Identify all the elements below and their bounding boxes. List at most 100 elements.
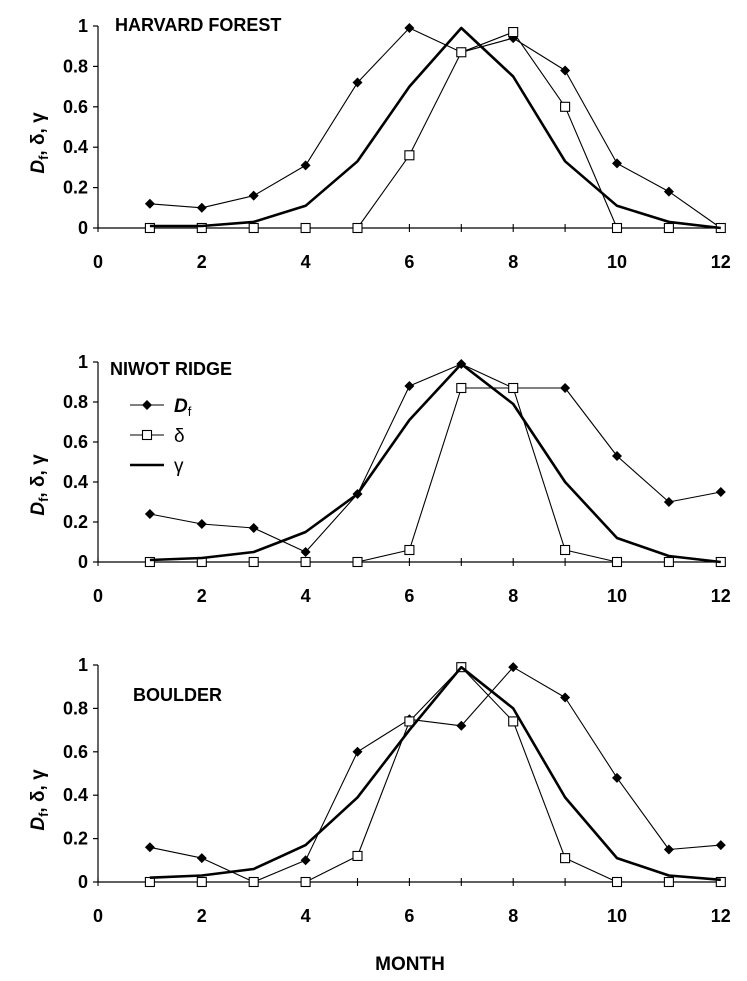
legend-marker-diamond (142, 400, 152, 410)
data-point-diamond (715, 840, 726, 851)
series-line (149, 665, 721, 882)
data-point-square (352, 222, 363, 234)
data-point-diamond (248, 190, 259, 201)
y-tick-label: 0 (78, 872, 88, 892)
data-point-square (352, 850, 363, 862)
x-tick-label: 6 (404, 586, 414, 606)
data-point-square (300, 876, 311, 888)
data-point-square (611, 556, 623, 568)
data-point-diamond (144, 842, 155, 853)
data-point-diamond (612, 158, 622, 169)
data-point-square (248, 222, 259, 234)
data-point-diamond (300, 160, 311, 171)
y-tick-label: 0.4 (63, 137, 88, 157)
data-point-square (300, 222, 311, 234)
y-tick-label: 0.6 (63, 742, 88, 762)
legend-item: δ (130, 426, 185, 447)
series-line (149, 31, 721, 229)
y-tick-label: 0.4 (63, 472, 88, 492)
y-tick-label: 0 (78, 552, 88, 572)
x-tick-label: 12 (711, 906, 731, 926)
x-tick-label: 0 (93, 586, 103, 606)
data-point-square (352, 556, 363, 568)
x-tick-label: 6 (404, 906, 414, 926)
y-tick-label: 1 (78, 16, 88, 36)
x-tick-label: 8 (508, 586, 518, 606)
series-line (149, 666, 721, 883)
legend-item: γ (130, 456, 184, 477)
x-tick-label: 8 (508, 252, 518, 272)
y-tick-label: 0.6 (63, 97, 88, 117)
data-point-square (404, 544, 415, 556)
series-line (149, 363, 721, 553)
y-tick-label: 1 (78, 352, 88, 372)
data-point-diamond (144, 509, 155, 519)
data-point-diamond (404, 23, 415, 34)
legend-label-text: D (174, 396, 188, 417)
data-point-square (560, 101, 571, 112)
data-point-square (560, 544, 571, 556)
legend-label: γ (174, 456, 184, 477)
y-tick-label: 0.6 (63, 432, 88, 452)
y-tick-label: 0.2 (63, 178, 88, 198)
data-point-diamond (560, 65, 571, 76)
data-point-diamond (508, 662, 519, 673)
data-point-square (663, 222, 674, 234)
data-point-square (456, 47, 467, 58)
y-tick-label: 0.2 (63, 829, 88, 849)
x-axis-title: MONTH (375, 954, 445, 975)
data-point-diamond (456, 720, 467, 731)
data-point-diamond (663, 844, 674, 855)
panel-title: NIWOT RIDGE (110, 359, 232, 379)
legend-label-text: γ (174, 456, 184, 477)
y-axis-title: Df, δ, γ (28, 769, 51, 831)
x-tick-label: 12 (711, 252, 731, 272)
x-tick-label: 6 (404, 252, 414, 272)
data-point-square (248, 556, 259, 568)
data-point-diamond (715, 487, 726, 497)
data-point-square (456, 382, 467, 394)
y-axis-title: Df, δ, γ (28, 112, 51, 174)
x-tick-label: 0 (93, 906, 103, 926)
y-tick-label: 0.8 (63, 56, 88, 76)
data-point-diamond (612, 772, 622, 783)
legend-marker-square (141, 429, 153, 441)
panel-title: HARVARD FOREST (115, 15, 281, 35)
data-point-diamond (196, 853, 207, 864)
data-point-diamond (560, 692, 571, 703)
data-point-diamond (144, 198, 155, 209)
x-tick-label: 4 (301, 586, 311, 606)
data-point-square (715, 876, 726, 888)
data-point-square (404, 716, 415, 727)
data-point-diamond (248, 523, 259, 533)
y-tick-label: 0.8 (63, 698, 88, 718)
x-tick-label: 4 (301, 252, 311, 272)
legend-item: Df (130, 396, 192, 419)
data-point-diamond (300, 855, 311, 866)
x-tick-label: 0 (93, 252, 103, 272)
y-axis-title: Df, δ, γ (28, 454, 51, 516)
data-point-diamond (300, 547, 311, 557)
data-point-diamond (663, 186, 674, 197)
data-point-diamond (404, 381, 415, 391)
series-line (149, 666, 721, 883)
data-point-square (611, 222, 623, 234)
data-point-diamond (560, 383, 571, 393)
data-point-diamond (352, 746, 363, 757)
x-tick-label: 4 (301, 906, 311, 926)
data-point-diamond (196, 202, 207, 213)
series-line (149, 362, 721, 564)
data-point-square (196, 222, 207, 234)
x-tick-label: 2 (197, 252, 207, 272)
x-tick-label: 2 (197, 906, 207, 926)
y-tick-label: 0.4 (63, 785, 88, 805)
data-point-square (508, 27, 519, 38)
x-tick-label: 10 (607, 252, 627, 272)
data-point-square (508, 382, 519, 394)
data-point-square (508, 716, 519, 727)
legend-label-subscript: f (188, 404, 192, 419)
y-tick-label: 0.8 (63, 392, 88, 412)
data-point-diamond (352, 77, 363, 88)
